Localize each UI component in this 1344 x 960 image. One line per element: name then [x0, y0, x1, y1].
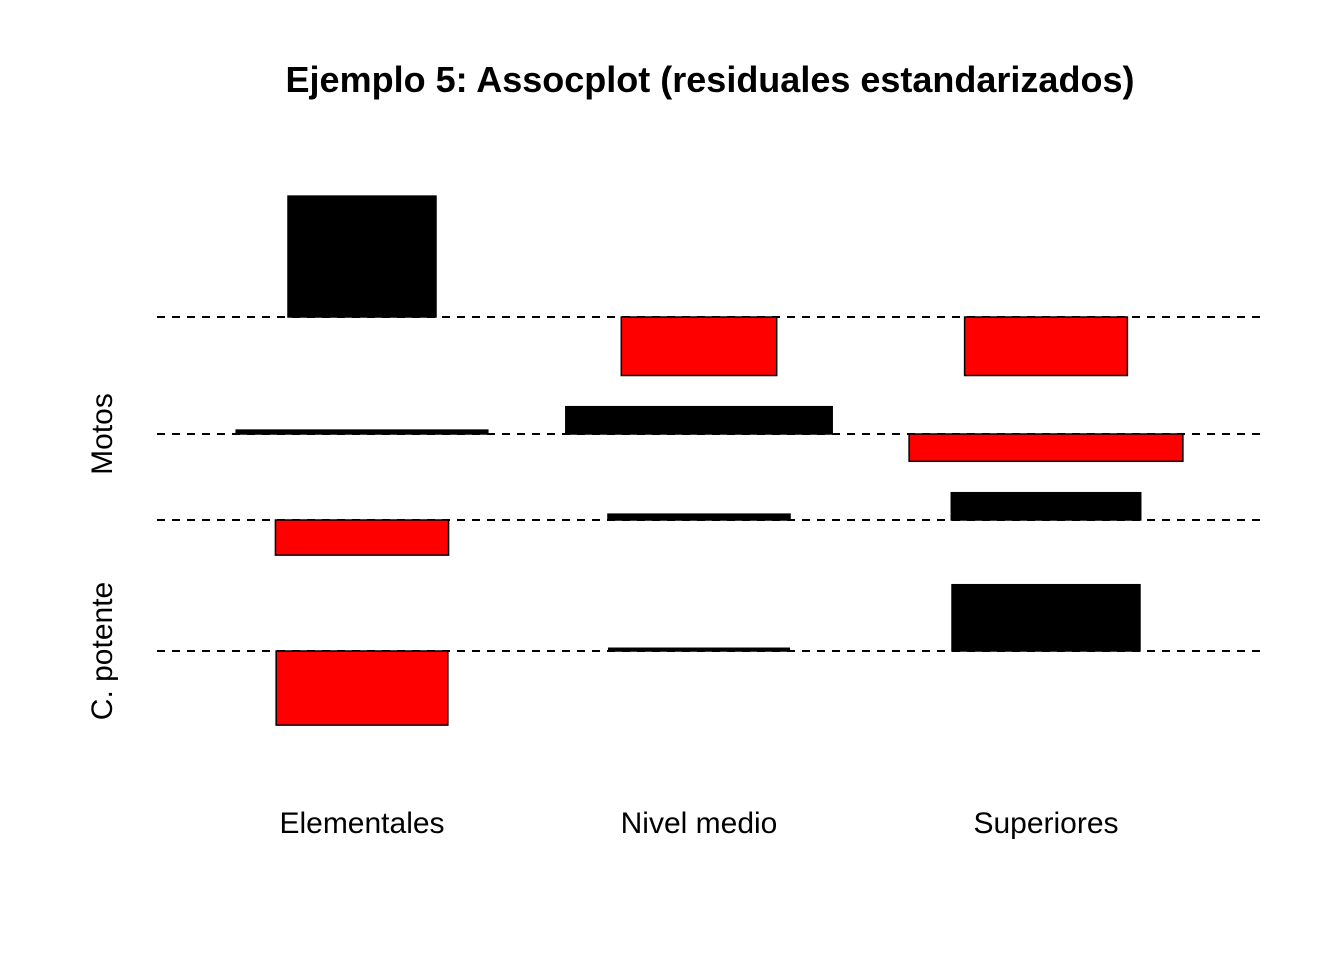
x-label-3: Superiores: [973, 807, 1118, 840]
y-axis-labels: Motos C. potente: [86, 393, 119, 720]
x-label-1: Elementales: [279, 807, 444, 840]
x-axis-labels: Elementales Nivel medio Superiores: [279, 807, 1118, 840]
y-label-2: C. potente: [86, 582, 119, 720]
x-label-2: Nivel medio: [621, 807, 778, 840]
bar-row1-col3: [963, 316, 1129, 377]
bar-row1-col2: [620, 316, 778, 377]
bar-row3-col2: [607, 513, 791, 521]
bar-row2-col3: [908, 433, 1184, 463]
y-label-1: Motos: [86, 393, 119, 475]
bar-row4-col3: [951, 583, 1141, 652]
bar-row3-col1: [274, 519, 450, 556]
bar-row4-col2: [607, 647, 791, 652]
bar-row4-col1: [275, 650, 449, 726]
chart-title: Ejemplo 5: Assocplot (residuales estanda…: [286, 59, 1135, 100]
bar-row3-col3: [950, 491, 1142, 521]
bar-row2-col1: [235, 429, 489, 435]
residual-bars: [235, 195, 1184, 726]
bar-row2-col2: [565, 405, 833, 435]
bar-row1-col1: [287, 195, 437, 318]
